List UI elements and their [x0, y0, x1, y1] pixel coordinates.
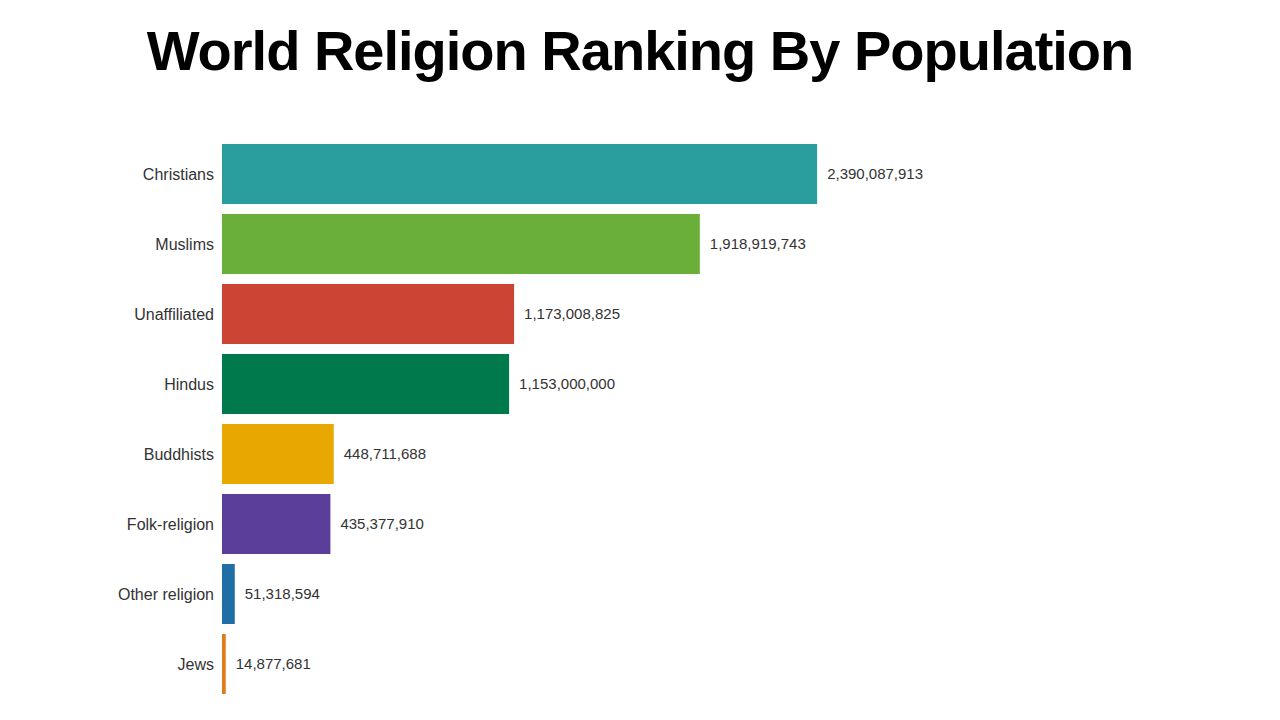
svg-text:435,377,910: 435,377,910 — [340, 515, 423, 532]
svg-text:1,918,919,743: 1,918,919,743 — [710, 235, 806, 252]
svg-text:Buddhists: Buddhists — [144, 446, 214, 463]
svg-text:1,153,000,000: 1,153,000,000 — [519, 375, 615, 392]
svg-text:Jews: Jews — [178, 656, 214, 673]
svg-text:2,390,087,913: 2,390,087,913 — [827, 165, 923, 182]
svg-text:Hindus: Hindus — [164, 376, 214, 393]
svg-text:51,318,594: 51,318,594 — [245, 585, 320, 602]
svg-text:Christians: Christians — [143, 166, 214, 183]
svg-text:Unaffiliated: Unaffiliated — [134, 306, 214, 323]
svg-text:Folk-religion: Folk-religion — [127, 516, 214, 533]
svg-text:448,711,688: 448,711,688 — [344, 445, 426, 462]
html-text:World Religion Ranking By Popu: World Religion Ranking By Population — [146, 19, 1134, 82]
svg-text:Muslims: Muslims — [155, 236, 214, 253]
svg-text:1,173,008,825: 1,173,008,825 — [524, 305, 620, 322]
svg-text:14,877,681: 14,877,681 — [236, 655, 311, 672]
svg-text:Other religion: Other religion — [118, 586, 214, 603]
